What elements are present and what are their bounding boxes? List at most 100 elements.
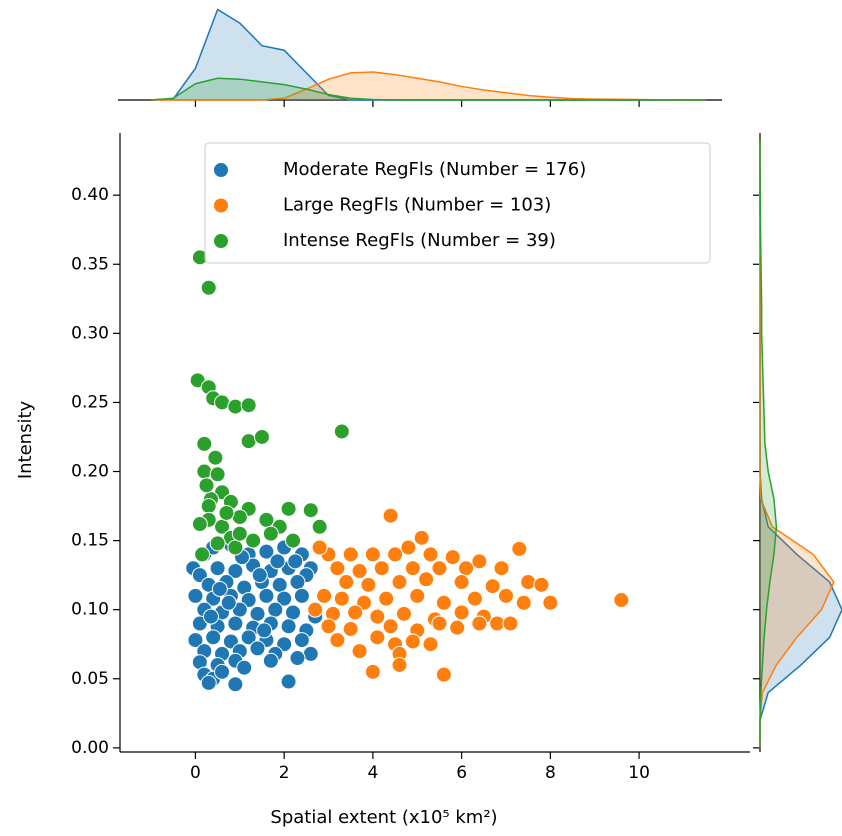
y-tick-label: 0.00 [71, 738, 109, 758]
scatter-point [333, 423, 350, 440]
scatter-point [256, 622, 273, 639]
scatter-point [240, 433, 257, 450]
scatter-point [311, 518, 328, 535]
scatter-point [316, 587, 333, 604]
scatter-point [280, 673, 297, 690]
scatter-point [271, 576, 288, 593]
scatter-point [378, 590, 395, 607]
scatter-point [369, 608, 386, 625]
kde-line [759, 139, 778, 748]
scatter-point [207, 449, 224, 466]
kde-fill [151, 9, 706, 100]
legend-marker [213, 197, 229, 214]
scatter-point [253, 428, 270, 445]
scatter-point [435, 666, 452, 683]
scatter-point [369, 629, 386, 646]
scatter-point [431, 615, 448, 632]
y-tick-label: 0.20 [71, 462, 109, 482]
scatter-point [187, 587, 204, 604]
scatter-point [422, 546, 439, 563]
scatter-point [497, 587, 514, 604]
scatter-point [227, 562, 244, 579]
x-axis-label: Spatial extent (x10⁵ km²) [270, 807, 497, 828]
scatter-point [200, 279, 217, 296]
scatter-point [287, 553, 304, 570]
scatter-point [364, 663, 381, 680]
scatter-point [520, 574, 537, 591]
kde-line [151, 71, 706, 101]
scatter-point [227, 539, 244, 556]
scatter-point [231, 525, 248, 542]
scatter-point [351, 643, 368, 660]
legend-marker [213, 162, 229, 178]
scatter-point [342, 621, 359, 638]
y-tick-label: 0.05 [71, 669, 109, 689]
scatter-point [444, 549, 461, 566]
scatter-point [262, 525, 279, 542]
legend-marker [213, 233, 229, 249]
scatter-point [484, 578, 501, 595]
scatter-point [218, 504, 235, 521]
scatter-point [289, 574, 306, 591]
scatter-point [489, 615, 506, 632]
x-tick-label: 6 [456, 763, 467, 783]
scatter-point [502, 615, 519, 632]
x-tick-label: 10 [628, 763, 650, 783]
scatter-point [227, 615, 244, 632]
scatter-point [347, 604, 364, 621]
scatter-point [373, 560, 390, 577]
kde-fill [151, 78, 706, 100]
scatter-point [198, 477, 215, 494]
scatter-point [251, 567, 268, 584]
scatter-point [542, 594, 559, 611]
scatter-point [613, 592, 630, 609]
scatter-point [211, 580, 228, 597]
scatter-point [202, 608, 219, 625]
y-tick-label: 0.10 [71, 600, 109, 620]
scatter-point [209, 560, 226, 577]
scatter-point [220, 594, 237, 611]
scatter-point [280, 500, 297, 517]
scatter-point [329, 560, 346, 577]
scatter-point [391, 574, 408, 591]
scatter-point [258, 511, 275, 528]
scatter-point [285, 604, 302, 621]
scatter-point [196, 463, 213, 480]
legend-label: Moderate RegFls (Number = 176) [283, 159, 586, 180]
scatter-point [351, 562, 368, 579]
scatter-point [391, 656, 408, 673]
scatter-point [249, 640, 266, 657]
scatter-point [209, 535, 226, 552]
scatter-point [302, 645, 319, 662]
y-tick-label: 0.30 [71, 323, 109, 343]
x-tick-label: 2 [279, 763, 290, 783]
kde-fill [760, 139, 842, 748]
scatter-point [267, 601, 284, 618]
scatter-point [258, 543, 275, 560]
scatter-point [191, 516, 208, 533]
y-tick-label: 0.35 [71, 254, 109, 274]
scatter-point [511, 540, 528, 557]
scatter-point [453, 574, 470, 591]
scatter-point [231, 509, 248, 526]
scatter-point [289, 650, 306, 667]
scatter-point [227, 676, 244, 693]
y-axis-label: Intensity [15, 400, 36, 479]
x-tick-label: 4 [367, 763, 378, 783]
scatter-point [205, 629, 222, 646]
scatter-point [409, 587, 426, 604]
scatter-point [245, 532, 262, 549]
scatter-point [276, 590, 293, 607]
scatter-point [449, 619, 466, 636]
scatter-point [360, 576, 377, 593]
scatter-point [431, 560, 448, 577]
scatter-point [293, 587, 310, 604]
scatter-point [404, 633, 421, 650]
scatter-point [533, 576, 550, 593]
scatter-point [280, 618, 297, 635]
scatter-point [413, 529, 430, 546]
scatter-point [471, 553, 488, 570]
scatter-point [395, 605, 412, 622]
scatter-point [269, 553, 286, 570]
